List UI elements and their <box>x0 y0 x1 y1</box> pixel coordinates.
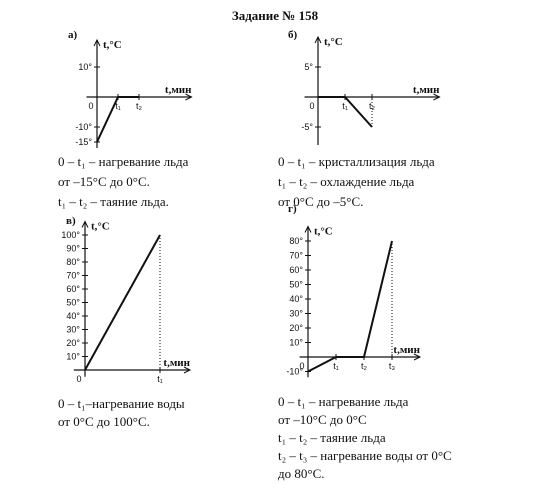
panel-label: а) <box>68 29 78 41</box>
y-tick-label: 60° <box>289 265 303 275</box>
axis-arrow <box>81 220 89 228</box>
y-tick-label: 30° <box>66 325 80 335</box>
caption: t₂ – t₃ – нагревание воды от 0°C <box>278 448 452 463</box>
y-tick-label: -10° <box>75 122 92 132</box>
data-line <box>318 96 373 128</box>
y-axis-label: t,°C <box>91 221 110 233</box>
y-tick-label: 20° <box>66 338 80 348</box>
axis-arrow <box>93 38 101 47</box>
panel-label: в) <box>66 215 76 227</box>
panel-label: г) <box>288 203 297 215</box>
axis-arrow <box>304 225 312 233</box>
y-tick-label: 70° <box>66 271 80 281</box>
data-line <box>307 240 393 373</box>
axis-arrow <box>413 353 422 361</box>
y-tick-label: -15° <box>75 137 92 147</box>
y-tick-label: 70° <box>289 251 303 261</box>
caption: от 0°C до 100°C. <box>58 414 150 429</box>
x-tick-label: t₁ <box>333 361 339 371</box>
y-tick-label: 5° <box>304 62 313 72</box>
caption: t₁ – t₂ – охлаждение льда <box>278 174 415 189</box>
y-tick-label: 20° <box>289 323 303 333</box>
x-tick-label: t₁ <box>157 374 163 384</box>
y-tick-label: 40° <box>66 311 80 321</box>
caption: 0 – t₁ – нагревание льда <box>278 394 409 409</box>
x-tick-label: t₂ <box>361 361 368 371</box>
caption: 0 – t₁ – кристаллизация льда <box>278 154 435 169</box>
y-tick-label: -5° <box>301 122 313 132</box>
task-title: Задание № 158 <box>232 8 319 23</box>
x-tick-label: t₁ <box>342 101 348 111</box>
x-tick-label: 0 <box>76 374 81 384</box>
x-axis-label: t,мин <box>393 344 420 356</box>
axis-arrow <box>183 366 192 374</box>
data-line <box>96 96 139 143</box>
x-tick-label: t₁ <box>115 101 121 111</box>
axis-arrow <box>185 93 193 101</box>
caption: 0 – t₁ – нагревание льда <box>58 154 189 169</box>
x-tick-label: t₂ <box>136 101 143 111</box>
y-tick-label: 10° <box>78 62 92 72</box>
y-axis-label: t,°C <box>324 36 343 48</box>
y-tick-label: 80° <box>66 257 80 267</box>
caption: t₁ – t₂ – таяние льда. <box>58 194 169 209</box>
data-line <box>84 234 161 371</box>
axis-arrow <box>314 35 322 44</box>
caption: до 80°C. <box>278 466 324 481</box>
y-tick-label: 30° <box>289 309 303 319</box>
y-tick-label: 40° <box>289 294 303 304</box>
y-tick-label: 80° <box>289 236 303 246</box>
y-tick-label: 10° <box>289 338 303 348</box>
x-axis-label: t,мин <box>165 84 192 96</box>
caption: от 0°C до –5°C. <box>278 194 363 209</box>
caption: от –10°C до 0°C <box>278 412 367 427</box>
x-axis-label: t,мин <box>413 84 440 96</box>
y-axis-label: t,°C <box>103 39 122 51</box>
x-tick-label: 0 <box>299 361 304 371</box>
x-axis-label: t,мин <box>163 357 190 369</box>
panel-label: б) <box>288 29 298 41</box>
y-tick-label: 90° <box>66 244 80 254</box>
caption: от –15°C до 0°C. <box>58 174 150 189</box>
caption: t₁ – t₂ – таяние льда <box>278 430 386 445</box>
x-tick-label: 0 <box>309 101 314 111</box>
x-tick-label: 0 <box>88 101 93 111</box>
y-tick-label: 50° <box>289 280 303 290</box>
axis-arrow <box>433 93 441 101</box>
y-tick-label: 60° <box>66 284 80 294</box>
y-tick-label: -10° <box>286 367 303 377</box>
y-axis-label: t,°C <box>314 226 333 238</box>
x-tick-label: t₃ <box>389 361 396 371</box>
y-tick-label: 10° <box>66 352 80 362</box>
y-tick-label: 100° <box>61 230 80 240</box>
y-tick-label: 50° <box>66 298 80 308</box>
caption: 0 – t₁–нагревание воды <box>58 396 185 411</box>
